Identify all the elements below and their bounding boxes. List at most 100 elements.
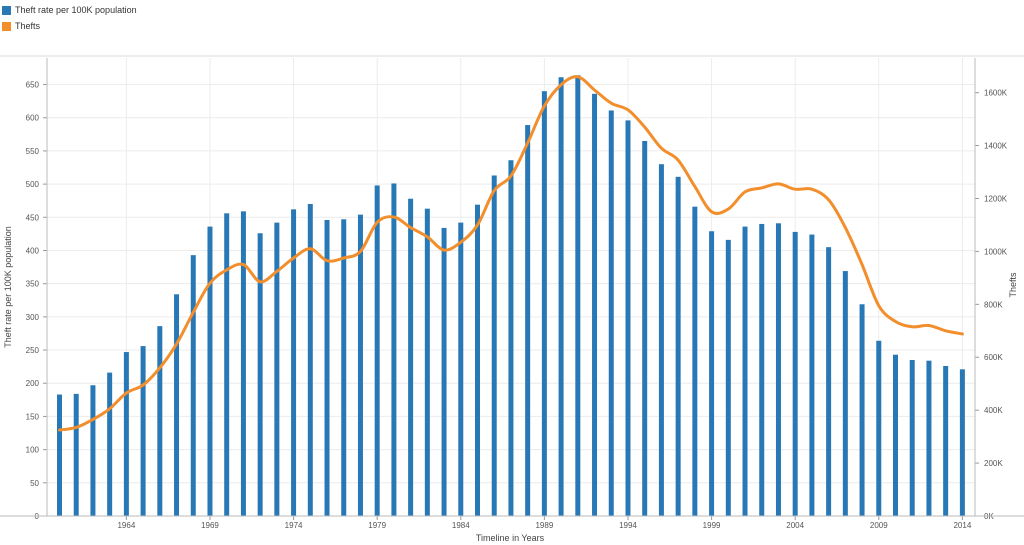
y-tick-label: 50 xyxy=(30,479,39,488)
y-tick-label: 400 xyxy=(26,246,40,255)
x-tick-label: 1979 xyxy=(368,521,386,530)
y-tick-label: 300 xyxy=(26,313,40,322)
y-tick-label: 600 xyxy=(26,114,40,123)
bar[interactable] xyxy=(274,222,280,516)
bar[interactable] xyxy=(90,385,96,516)
bar[interactable] xyxy=(257,233,263,516)
y-tick-label: 150 xyxy=(26,412,40,421)
bar[interactable] xyxy=(123,352,129,516)
bar[interactable] xyxy=(775,223,781,516)
legend-item-thefts[interactable]: Thefts xyxy=(2,18,137,34)
legend-label-thefts: Thefts xyxy=(15,21,41,31)
legend-label-rate: Theft rate per 100K population xyxy=(15,5,137,15)
bar[interactable] xyxy=(759,223,765,517)
bar[interactable] xyxy=(357,214,363,516)
bar[interactable] xyxy=(592,93,598,516)
bar[interactable] xyxy=(541,91,547,516)
bar[interactable] xyxy=(608,110,614,516)
bar[interactable] xyxy=(441,227,447,517)
x-axis-label: Timeline in Years xyxy=(476,533,545,543)
bar[interactable] xyxy=(408,198,414,516)
bar[interactable] xyxy=(842,271,848,516)
bar[interactable] xyxy=(675,176,681,516)
y2-tick-label: 400K xyxy=(984,406,1003,415)
bar[interactable] xyxy=(424,208,430,517)
y-tick-label: 500 xyxy=(26,180,40,189)
bar[interactable] xyxy=(943,365,949,516)
bar[interactable] xyxy=(525,125,531,516)
bar[interactable] xyxy=(374,185,380,516)
x-tick-label: 1984 xyxy=(452,521,470,530)
y2-tick-label: 600K xyxy=(984,353,1003,362)
bar[interactable] xyxy=(876,340,882,516)
y2-tick-label: 200K xyxy=(984,459,1003,468)
x-tick-label: 1969 xyxy=(201,521,219,530)
bar[interactable] xyxy=(508,160,514,517)
bar[interactable] xyxy=(709,231,715,517)
y-tick-label: 450 xyxy=(26,213,40,222)
bar[interactable] xyxy=(642,140,648,516)
bar[interactable] xyxy=(491,175,497,517)
bar[interactable] xyxy=(692,206,698,516)
bar[interactable] xyxy=(475,204,480,516)
x-tick-label: 1964 xyxy=(117,521,135,530)
y2-tick-label: 1200K xyxy=(984,194,1008,203)
bar[interactable] xyxy=(893,354,898,516)
x-tick-label: 1989 xyxy=(535,521,553,530)
bar[interactable] xyxy=(658,164,664,517)
bar[interactable] xyxy=(324,219,330,517)
bar[interactable] xyxy=(625,120,631,517)
legend-item-rate[interactable]: Theft rate per 100K population xyxy=(2,2,137,18)
y-tick-label: 250 xyxy=(26,346,40,355)
y-tick-label: 550 xyxy=(26,147,40,156)
bar[interactable] xyxy=(307,204,313,516)
axes: 0501001502002503003504004505005506006500… xyxy=(0,58,1024,530)
bar[interactable] xyxy=(742,226,748,516)
bar[interactable] xyxy=(909,360,915,516)
x-tick-label: 1999 xyxy=(703,521,721,530)
y-axis-label: Theft rate per 100K population xyxy=(3,226,13,348)
y-tick-label: 200 xyxy=(26,379,40,388)
bar[interactable] xyxy=(174,294,180,516)
bar[interactable] xyxy=(725,239,731,516)
y-tick-label: 100 xyxy=(26,446,40,455)
x-tick-label: 1974 xyxy=(285,521,303,530)
legend-swatch-rate xyxy=(2,5,11,15)
bar[interactable] xyxy=(207,226,213,516)
bar[interactable] xyxy=(73,393,79,516)
y2-tick-label: 1000K xyxy=(984,247,1008,256)
bar[interactable] xyxy=(809,234,815,516)
thefts-line xyxy=(58,75,964,432)
bar-series xyxy=(57,75,965,517)
bar[interactable] xyxy=(240,211,246,516)
bar[interactable] xyxy=(291,209,297,517)
bar[interactable] xyxy=(926,360,932,516)
bar[interactable] xyxy=(341,219,347,516)
bar[interactable] xyxy=(140,346,146,516)
y2-tick-label: 1400K xyxy=(984,142,1008,151)
x-tick-label: 1994 xyxy=(619,521,637,530)
bar[interactable] xyxy=(959,369,965,516)
bar[interactable] xyxy=(224,213,230,517)
bar[interactable] xyxy=(391,183,397,516)
bar[interactable] xyxy=(458,222,464,516)
y2-tick-label: 800K xyxy=(984,300,1003,309)
bar[interactable] xyxy=(190,255,196,516)
y-tick-label: 350 xyxy=(26,280,40,289)
bar[interactable] xyxy=(859,304,865,516)
bar[interactable] xyxy=(826,247,832,516)
bar[interactable] xyxy=(157,326,163,516)
bar[interactable] xyxy=(575,75,581,517)
x-tick-label: 2004 xyxy=(786,521,804,530)
legend-swatch-thefts xyxy=(2,21,11,31)
bar[interactable] xyxy=(792,231,798,517)
x-tick-label: 2014 xyxy=(953,521,971,530)
y2-axis-label: Thefts xyxy=(1008,272,1018,298)
x-tick-label: 2009 xyxy=(870,521,888,530)
y-tick-label: 650 xyxy=(26,81,40,90)
bar[interactable] xyxy=(558,77,564,517)
y2-tick-label: 1600K xyxy=(984,89,1008,98)
bar[interactable] xyxy=(107,372,113,516)
bar[interactable] xyxy=(57,394,62,516)
